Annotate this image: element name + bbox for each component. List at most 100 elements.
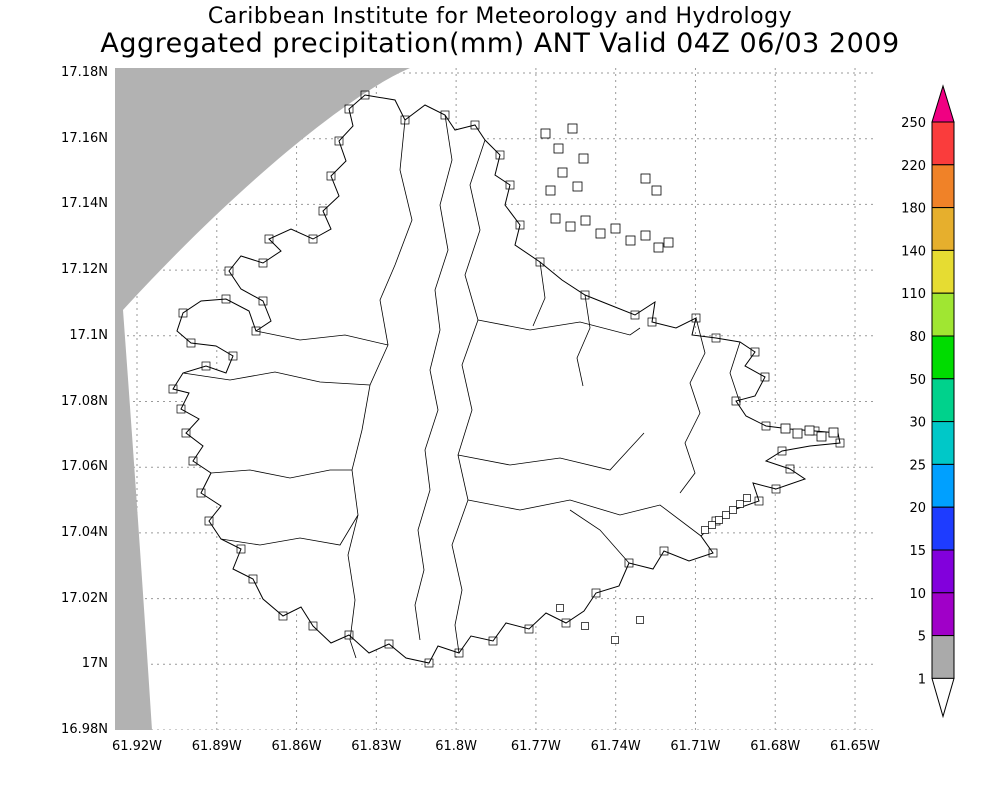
islet — [553, 143, 564, 154]
colorbar-segment — [931, 635, 955, 679]
map-plot-area — [115, 68, 875, 731]
coastal-cell — [722, 511, 730, 519]
watershed-boundary — [457, 432, 645, 471]
y-tick-label: 17.08N — [61, 393, 108, 409]
coastal-cell — [636, 616, 644, 624]
coastal-cell — [236, 544, 246, 554]
islet — [816, 431, 827, 442]
coastal-cell — [454, 648, 464, 658]
coastal-cell — [224, 266, 234, 276]
coastal-cell — [334, 136, 344, 146]
coastal-cell — [760, 372, 770, 382]
colorbar-label: 50 — [909, 373, 926, 388]
watershed-boundary — [679, 317, 706, 494]
y-tick-label: 17.16N — [61, 130, 108, 146]
coastal-cell — [188, 456, 198, 466]
coastal-cell — [708, 521, 716, 529]
colorbar-label: 220 — [901, 159, 926, 174]
watershed-boundary — [347, 119, 413, 659]
y-tick-label: 17.04N — [61, 524, 108, 540]
colorbar-segment — [931, 549, 955, 594]
colorbar: 250 220 180 140 110 80 50 30 25 20 15 10 5 1 — [898, 80, 960, 740]
coastal-cell — [835, 438, 845, 448]
coastal-cell — [308, 621, 318, 631]
coastal-cell — [715, 516, 723, 524]
x-tick-label: 61.8W — [435, 739, 478, 754]
coastal-cell — [771, 484, 781, 494]
antigua-watershed-map — [115, 68, 875, 731]
coastal-cell — [624, 558, 634, 568]
coastal-cell — [196, 488, 206, 498]
x-tick-label: 61.68W — [750, 739, 801, 754]
coastal-cell — [785, 464, 795, 474]
coastal-cell — [400, 115, 410, 125]
x-tick-label: 61.83W — [351, 739, 402, 754]
y-tick-label: 17N — [81, 656, 108, 672]
colorbar-segment — [931, 292, 955, 337]
coastal-cell — [524, 624, 534, 634]
colorbar-label: 80 — [909, 330, 926, 345]
colorbar-label: 1 — [918, 672, 926, 687]
coastal-cell — [318, 206, 328, 216]
watershed-boundary — [182, 371, 371, 386]
colorbar-top-arrow — [931, 84, 955, 123]
colorbar-label: 30 — [909, 416, 926, 431]
coastal-cell — [591, 588, 601, 598]
watershed-boundary — [729, 341, 741, 404]
x-tick-label: 61.92W — [111, 739, 163, 754]
coastal-cell — [488, 636, 498, 646]
coastal-cell — [729, 506, 737, 514]
coastal-cell — [743, 494, 751, 502]
coastal-cell — [278, 611, 288, 621]
coastal-cell — [611, 636, 619, 644]
islet — [565, 221, 576, 232]
coastal-cell — [360, 90, 370, 100]
x-tick-label: 61.77W — [510, 739, 561, 754]
islet — [792, 428, 803, 439]
coastal-cell — [251, 326, 261, 336]
colorbar-scale: 250 220 180 140 110 80 50 30 25 20 15 10 5 1 — [901, 84, 955, 719]
watershed-boundary — [569, 509, 630, 564]
coastal-cell — [581, 622, 589, 630]
watershed-boundary — [576, 294, 591, 387]
coastal-cell — [647, 317, 657, 327]
coastal-cell — [505, 180, 515, 190]
no-coverage-region — [115, 68, 410, 730]
coastal-cell — [176, 404, 186, 414]
colorbar-label: 10 — [909, 587, 926, 602]
coastal-cell — [561, 618, 571, 628]
islet — [572, 181, 583, 192]
figure-title: Aggregated precipitation(mm) ANT Valid 0… — [100, 28, 900, 59]
coastal-cell — [221, 294, 231, 304]
y-tick-label: 17.06N — [61, 459, 108, 475]
watershed-boundary — [255, 330, 389, 346]
colorbar-label: 5 — [918, 630, 926, 645]
colorbar-segment — [931, 421, 955, 465]
coastal-cell — [384, 639, 394, 649]
colorbar-bottom-arrow — [931, 677, 955, 719]
coastal-cell — [711, 333, 721, 343]
coastal-cell — [308, 234, 318, 244]
coastal-cell — [470, 120, 480, 130]
x-tick-label: 61.71W — [670, 739, 721, 754]
colorbar-segment — [931, 463, 955, 508]
colorbar-segment — [931, 592, 955, 637]
coastal-cell — [258, 296, 268, 306]
islet — [780, 423, 791, 434]
coastal-cell — [204, 516, 214, 526]
coastal-cell — [181, 428, 191, 438]
coastal-cell — [424, 658, 434, 668]
coastal-cell — [201, 361, 211, 371]
coastal-cell — [258, 258, 268, 268]
watershed-boundary — [477, 319, 641, 336]
islet — [804, 425, 815, 436]
colorbar-segment — [931, 164, 955, 209]
coastal-cell — [168, 384, 178, 394]
y-tick-label: 17.02N — [61, 590, 108, 606]
coastal-cell — [495, 150, 505, 160]
coastal-cell — [228, 351, 238, 361]
x-tick-label: 61.86W — [271, 739, 322, 754]
y-tick-label: 17.14N — [61, 196, 108, 212]
x-tick-label: 61.65W — [829, 739, 881, 754]
colorbar-label: 250 — [901, 116, 926, 131]
